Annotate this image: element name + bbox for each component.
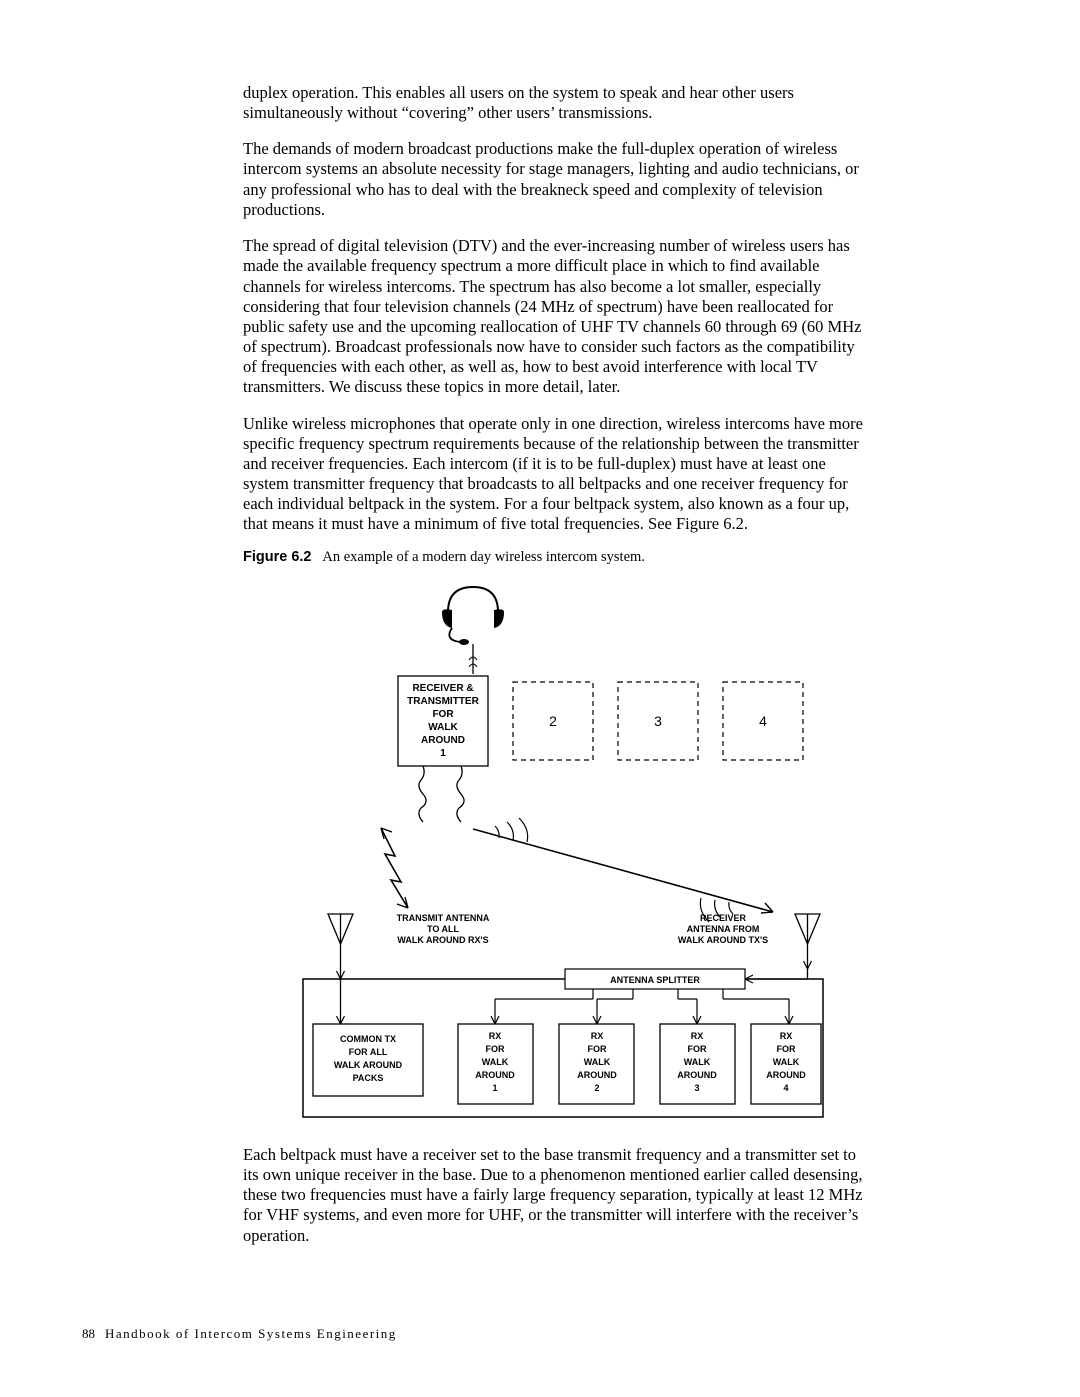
figure-text: An example of a modern day wireless inte… [322,549,645,565]
rx-box-2: RX FOR WALK AROUND 2 [559,1024,634,1104]
beltpack-1-line-3: WALK [428,722,458,733]
figure-label: Figure 6.2 [243,549,312,565]
common-tx-line-2: WALK AROUND [334,1060,403,1070]
rx-antenna-line-0: RECEIVER [700,913,747,923]
svg-text:WALK: WALK [584,1057,611,1067]
antenna-splitter-label: ANTENNA SPLITTER [610,975,700,985]
beltpack-2-label: 2 [549,713,557,729]
beltpack-1-line-1: TRANSMITTER [407,696,479,707]
tx-antenna-line-2: WALK AROUND RX'S [397,935,488,945]
svg-text:RX: RX [780,1031,793,1041]
rx-box-3: RX FOR WALK AROUND 3 [660,1024,735,1104]
tx-antenna-icon [328,914,353,979]
squiggle-2 [457,766,464,822]
splitter-lines [491,989,793,1024]
rx-box-1: RX FOR WALK AROUND 1 [458,1024,533,1104]
svg-text:WALK: WALK [482,1057,509,1067]
beltpack-1-line-2: FOR [432,709,454,720]
page-number: 88 [82,1326,95,1341]
rf-waves-icon [473,818,773,922]
headset-icon [442,587,504,674]
svg-text:2: 2 [594,1083,599,1093]
svg-text:1: 1 [492,1083,497,1093]
squiggle-1 [419,766,426,822]
beltpack-4-label: 4 [759,713,767,729]
tx-antenna-line-0: TRANSMIT ANTENNA [397,913,490,923]
rx-antenna-line-2: WALK AROUND TX'S [678,935,768,945]
svg-text:RX: RX [591,1031,604,1041]
page-footer: 88 Handbook of Intercom Systems Engineeri… [82,1326,397,1342]
svg-text:FOR: FOR [486,1044,505,1054]
svg-text:AROUND: AROUND [475,1070,515,1080]
rx-box-4: RX FOR WALK AROUND 4 [751,1024,821,1104]
common-tx-line-0: COMMON TX [340,1034,396,1044]
paragraph-3: The spread of digital television (DTV) a… [243,236,863,397]
svg-text:AROUND: AROUND [766,1070,806,1080]
paragraph-4: Unlike wireless microphones that operate… [243,414,863,535]
svg-text:FOR: FOR [588,1044,607,1054]
svg-text:FOR: FOR [777,1044,796,1054]
svg-text:FOR: FOR [688,1044,707,1054]
rx-antenna-line-1: ANTENNA FROM [687,924,760,934]
rx-antenna-icon [795,914,820,969]
beltpack-1-line-4: AROUND [421,735,465,746]
beltpack-1-line-5: 1 [440,748,446,759]
figure-caption: Figure 6.2 An example of a modern day wi… [243,549,863,566]
svg-text:4: 4 [783,1083,788,1093]
svg-text:3: 3 [694,1083,699,1093]
svg-text:WALK: WALK [684,1057,711,1067]
tx-antenna-line-1: TO ALL [427,924,459,934]
svg-text:AROUND: AROUND [677,1070,717,1080]
beltpack-1-line-0: RECEIVER & [412,683,473,694]
svg-text:WALK: WALK [773,1057,800,1067]
figure-diagram: RECEIVER & TRANSMITTER FOR WALK AROUND 1… [243,574,863,1129]
svg-text:AROUND: AROUND [577,1070,617,1080]
svg-text:RX: RX [489,1031,502,1041]
footer-title: Handbook of Intercom Systems Engineering [105,1326,397,1341]
lightning-icon [381,828,408,908]
paragraph-5: Each beltpack must have a receiver set t… [243,1145,863,1246]
common-tx-line-1: FOR ALL [349,1047,388,1057]
common-tx-line-3: PACKS [353,1073,384,1083]
beltpack-3-label: 3 [654,713,662,729]
paragraph-1: duplex operation. This enables all users… [243,83,863,123]
svg-text:RX: RX [691,1031,704,1041]
paragraph-2: The demands of modern broadcast producti… [243,139,863,220]
